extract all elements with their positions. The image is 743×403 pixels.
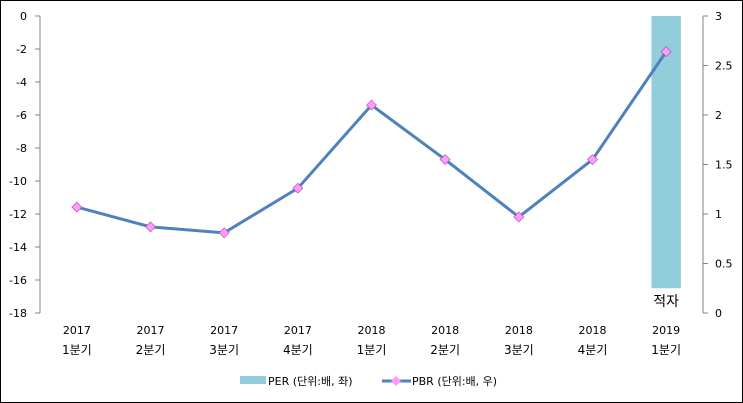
right-tick-label: 2.5: [715, 60, 733, 73]
right-tick-label: 2: [715, 109, 722, 122]
x-tick-label-quarter: 4분기: [283, 343, 313, 357]
left-tick-label: -18: [9, 307, 27, 320]
left-tick-label: -2: [16, 43, 27, 56]
x-tick-label-quarter: 4분기: [578, 343, 608, 357]
x-tick-label-year: 2017: [63, 324, 91, 337]
right-tick-label: 1: [715, 208, 722, 221]
x-tick-label-quarter: 1분기: [357, 343, 387, 357]
x-tick-label-quarter: 2분기: [136, 343, 166, 357]
x-tick-label-year: 2017: [210, 324, 238, 337]
right-tick-label: 3: [715, 10, 722, 23]
right-tick-label: 1.5: [715, 159, 733, 172]
left-tick-label: -14: [9, 241, 27, 254]
left-tick-label: -4: [16, 76, 27, 89]
x-tick-label-year: 2019: [652, 324, 680, 337]
left-tick-label: -16: [9, 274, 27, 287]
legend-per-swatch: [240, 376, 266, 384]
legend-pbr-marker: [391, 376, 401, 386]
left-tick-label: -10: [9, 175, 27, 188]
x-tick-label-quarter: 1분기: [651, 343, 681, 357]
pbr-marker: [587, 154, 598, 165]
x-tick-label-quarter: 2분기: [430, 343, 460, 357]
pbr-marker: [366, 99, 377, 111]
x-tick-label-year: 2018: [431, 324, 459, 337]
pbr-marker: [145, 221, 156, 233]
right-tick-label: 0: [715, 307, 722, 320]
pbr-marker: [218, 227, 230, 239]
right-tick-label: 0.5: [715, 258, 733, 271]
x-tick-label-quarter: 3분기: [209, 343, 239, 357]
left-tick-label: -8: [16, 142, 27, 155]
left-tick-label: -6: [16, 109, 27, 122]
x-tick-label-quarter: 3분기: [504, 343, 534, 357]
x-tick-label-year: 2018: [358, 324, 386, 337]
pbr-marker: [513, 211, 525, 223]
legend-per-label: PER (단위:배, 좌): [268, 375, 353, 388]
deficit-annotation: 적자: [653, 294, 679, 310]
left-tick-label: -12: [9, 208, 27, 221]
pbr-marker: [660, 46, 672, 58]
x-tick-label-year: 2018: [505, 324, 533, 337]
left-tick-label: 0: [20, 10, 27, 23]
x-tick-label-year: 2017: [284, 324, 312, 337]
pbr-marker: [292, 182, 304, 194]
x-tick-label-quarter: 1분기: [62, 343, 92, 357]
pbr-marker: [439, 154, 451, 165]
legend-pbr-label: PBR (단위:배, 우): [412, 375, 497, 388]
pbr-marker: [71, 201, 83, 213]
x-tick-label-year: 2018: [579, 324, 607, 337]
x-tick-label-year: 2017: [137, 324, 165, 337]
per-bar: [651, 16, 681, 289]
